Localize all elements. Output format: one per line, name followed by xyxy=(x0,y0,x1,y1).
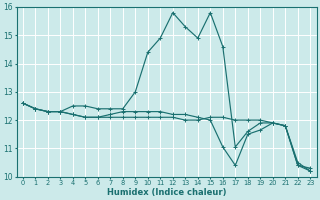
X-axis label: Humidex (Indice chaleur): Humidex (Indice chaleur) xyxy=(107,188,226,197)
